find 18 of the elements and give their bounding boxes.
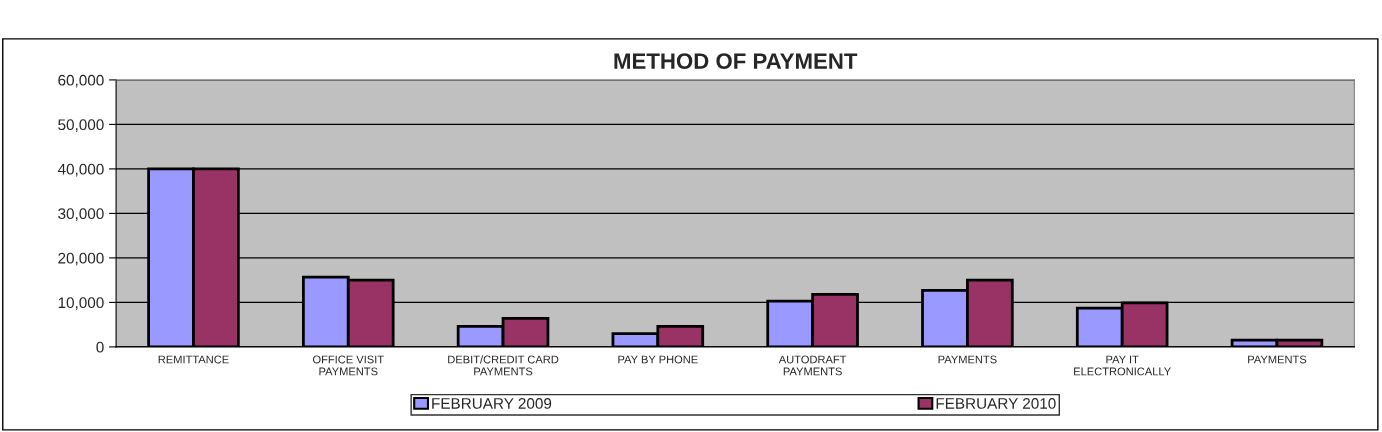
x-tick-label: DEBIT/CREDIT CARD PAYMENTS [448, 355, 559, 376]
y-tick-label: 40,000 [57, 163, 104, 177]
x-tick-label: PAYMENTS [938, 355, 997, 364]
y-tick-label: 10,000 [58, 297, 104, 310]
legend-label: FEBRUARY 2010 [936, 398, 1056, 409]
y-tick-label: 30,000 [58, 208, 104, 221]
y-tick-label: 60,000 [58, 74, 104, 88]
x-tick-label: PAY BY PHONE [618, 355, 698, 364]
y-tick-label: 0 [96, 341, 104, 353]
x-tick-label: PAY IT ELECTRONICALLY [1074, 355, 1171, 376]
chart-title: METHOD OF PAYMENT [614, 53, 858, 70]
x-tick-label: PAYMENTS [1248, 355, 1307, 364]
legend-label: FEBRUARY 2009 [432, 398, 552, 409]
y-tick-label: 20,000 [58, 252, 104, 266]
y-tick-label: 50,000 [58, 119, 104, 132]
x-tick-label: OFFICE VISIT PAYMENTS [312, 355, 384, 376]
x-tick-label: AUTODRAFT PAYMENTS [778, 355, 847, 376]
x-tick-label: REMITTANCE [158, 355, 229, 364]
